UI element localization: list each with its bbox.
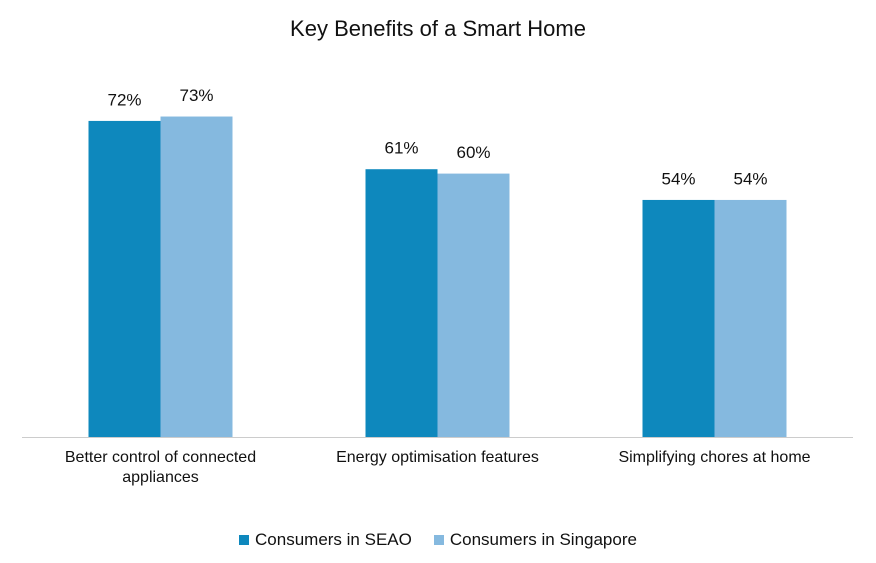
chart-title: Key Benefits of a Smart Home xyxy=(290,16,586,41)
legend-item: Consumers in Singapore xyxy=(433,530,637,550)
data-label: 72% xyxy=(107,90,141,109)
legend-swatch xyxy=(239,535,250,545)
data-label: 54% xyxy=(733,169,767,188)
bar xyxy=(714,199,787,437)
bar xyxy=(642,199,715,437)
x-tick-label: Better control of connected appliances xyxy=(64,449,257,486)
data-label: 54% xyxy=(661,169,695,188)
legend-item: Consumers in SEAO xyxy=(239,530,412,550)
data-label: 60% xyxy=(456,143,490,162)
bar xyxy=(437,173,510,437)
x-tick-label: Energy optimisation features xyxy=(336,449,539,466)
bar xyxy=(88,120,161,438)
x-tick-label: Simplifying chores at home xyxy=(618,449,811,466)
legend: Consumers in SEAO Consumers in Singapore xyxy=(0,530,876,550)
bar xyxy=(160,116,233,437)
bar xyxy=(365,169,438,437)
data-label: 73% xyxy=(179,86,213,105)
legend-swatch xyxy=(433,535,444,545)
data-label: 61% xyxy=(384,139,418,158)
legend-label: Consumers in Singapore xyxy=(449,530,637,549)
legend-label: Consumers in SEAO xyxy=(255,530,412,549)
